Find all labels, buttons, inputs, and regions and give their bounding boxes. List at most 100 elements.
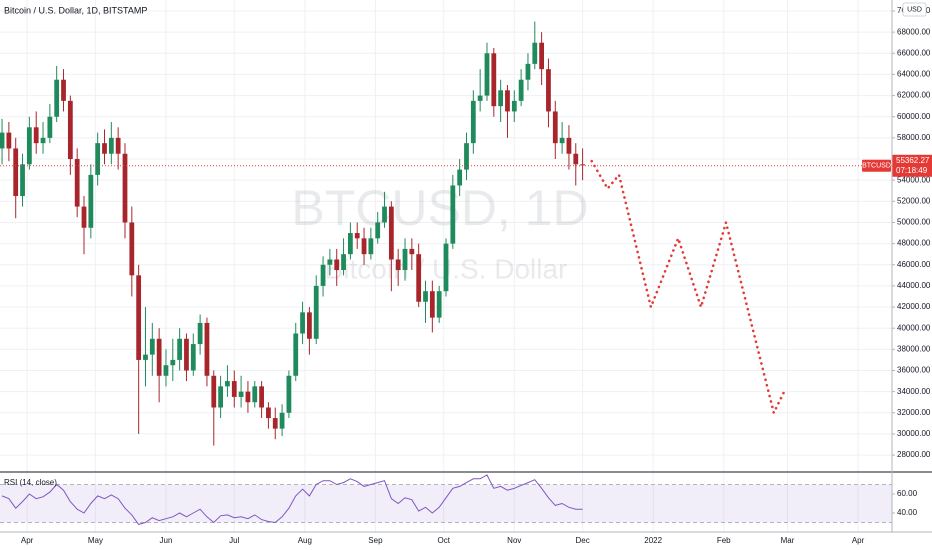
y-tick-label: 48000.00 [897,239,931,248]
y-tick-label: 28000.00 [897,450,931,459]
candle-body [320,264,326,286]
candle-body [532,42,538,64]
candle-body [231,381,237,397]
candle-body [559,137,565,144]
candle-body [354,233,360,239]
candle-body [375,222,381,239]
candle-body [429,291,435,318]
y-tick-label: 38000.00 [897,344,931,353]
x-tick-label: Apr [852,536,865,545]
x-tick-label: Dec [575,536,589,545]
candle-body [20,164,25,197]
candle-body [464,143,469,170]
candle-body [293,333,299,376]
candle-body [163,365,169,376]
candle-body [61,79,66,101]
candle-body [368,238,374,255]
chart-title: Bitcoin / U.S. Dollar, 1D, BITSTAMP [4,5,147,15]
candle-body [307,312,312,339]
y-tick-label: 40000.00 [897,323,931,332]
candle-body [423,291,428,302]
watermark: BTCUSD, 1D [291,180,588,236]
price-label: 55362.27 [896,156,930,165]
candle-body [102,143,107,154]
candle-body [238,391,244,397]
y-tick-label: 34000.00 [897,387,931,396]
candle-body [266,407,271,419]
candle-body [518,79,524,101]
candle-body [6,132,12,149]
candle-body [95,143,101,175]
candle-body [457,169,463,186]
candle-body [177,338,183,360]
candle-body [546,69,551,112]
candle-body [129,222,135,276]
x-tick-label: Apr [21,536,34,545]
candle-body [156,338,162,376]
x-tick-label: May [88,536,103,545]
candle-body [511,100,517,112]
candle-body [409,248,415,255]
candle-body [81,206,87,228]
candle-body [67,100,73,160]
candle-body [450,185,456,244]
candle-body [382,206,387,223]
candle-body [470,100,476,144]
candle-body [170,359,176,366]
currency-label: USD [907,6,922,13]
candle-body [47,116,53,138]
y-tick-label: 50000.00 [897,218,931,227]
candle-body [347,233,353,255]
candle-body [26,127,32,165]
candle-body [54,79,60,117]
rsi-line [1,474,583,525]
candle-body [552,111,558,144]
candle-body [136,275,142,360]
y-tick-label: 36000.00 [897,366,931,375]
candle-body [580,164,585,166]
candle-body [115,137,121,154]
countdown-label: 07:18:49 [896,166,928,175]
y-tick-label: 62000.00 [897,91,931,100]
y-tick-label: 30000.00 [897,429,931,438]
symbol-badge [862,159,891,172]
y-tick-label: 64000.00 [897,70,931,79]
x-tick-label: Feb [717,536,731,545]
candle-body [395,259,401,271]
candle-body [245,391,251,403]
y-tick-label: 46000.00 [897,260,931,269]
candle-body [573,153,579,165]
x-tick-label: 2022 [644,536,662,545]
candle-body [286,375,292,413]
y-tick-label: 58000.00 [897,133,931,142]
y-tick-label: 66000.00 [897,48,931,57]
candle-body [388,206,394,260]
rsi-title: RSI (14, close) [4,478,57,487]
candle-body [539,42,545,70]
y-tick-label: 54000.00 [897,175,931,184]
x-tick-label: Jun [160,536,173,545]
candle-body [300,312,305,334]
y-tick-label: 44000.00 [897,281,931,290]
candle-body [33,127,39,144]
y-tick-label: 60.00 [897,489,918,498]
candle-body [484,53,490,96]
candle-body [197,322,203,345]
candle-body [313,285,319,339]
y-tick-label: 52000.00 [897,196,931,205]
candle-body [40,137,46,144]
candle-body [184,338,189,371]
y-tick-label: 40.00 [897,508,918,517]
candle-body [0,132,5,149]
candle-body [416,254,422,302]
candle-body [88,174,94,228]
candle-body [252,386,258,403]
candle-body [259,386,264,408]
candle-body [225,381,230,387]
candle-body [436,291,442,318]
candle-body [74,159,80,207]
candle-body [505,90,510,112]
